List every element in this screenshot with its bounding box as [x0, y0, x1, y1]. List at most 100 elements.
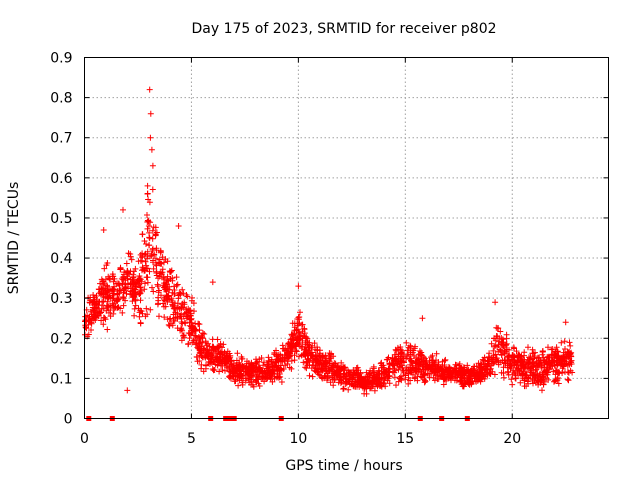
data-point	[165, 278, 172, 284]
data-point	[178, 304, 184, 311]
data-point	[164, 296, 171, 303]
data-point	[503, 331, 510, 338]
data-point	[385, 369, 392, 376]
data-point	[178, 326, 185, 333]
data-point	[196, 340, 203, 347]
data-point	[486, 370, 493, 377]
data-point	[106, 309, 112, 316]
data-point	[395, 353, 402, 360]
data-point	[224, 364, 230, 371]
data-point	[337, 380, 344, 387]
data-point	[268, 370, 275, 376]
data-point	[146, 86, 153, 93]
data-point	[382, 375, 389, 382]
data-point	[523, 372, 530, 379]
data-point	[503, 340, 510, 347]
data-point	[316, 366, 322, 373]
data-point	[551, 359, 558, 366]
y-axis-label: SRMTID / TECUs	[6, 182, 22, 295]
data-point	[164, 273, 171, 280]
data-point	[561, 338, 568, 345]
data-point	[405, 380, 412, 387]
data-point	[265, 369, 272, 376]
data-point	[144, 190, 151, 197]
data-point	[347, 369, 354, 376]
data-point	[345, 386, 352, 393]
data-point	[275, 365, 282, 372]
plot-frame	[84, 57, 609, 419]
data-point	[299, 328, 306, 335]
data-point	[258, 355, 265, 361]
data-point	[150, 265, 157, 272]
data-point	[370, 363, 377, 370]
data-point	[215, 344, 221, 351]
data-point	[110, 286, 117, 293]
data-point	[470, 366, 477, 373]
data-point	[293, 348, 300, 355]
data-point	[144, 265, 151, 272]
data-point	[91, 314, 98, 321]
data-point	[173, 282, 180, 289]
data-point	[323, 368, 330, 375]
data-point	[117, 305, 124, 312]
data-point	[180, 313, 187, 320]
data-point	[567, 358, 574, 365]
data-point	[177, 290, 184, 297]
data-point	[429, 367, 436, 374]
data-point	[119, 294, 126, 300]
data-point	[155, 289, 162, 296]
data-point	[150, 224, 157, 231]
data-point	[203, 362, 209, 369]
data-point	[200, 347, 207, 354]
data-point	[400, 369, 407, 376]
data-point	[171, 283, 177, 290]
data-point	[121, 269, 128, 276]
data-point	[295, 326, 301, 333]
data-point	[144, 182, 151, 189]
data-point	[504, 353, 511, 360]
data-point	[147, 134, 154, 141]
data-point	[477, 360, 484, 367]
data-point	[471, 375, 478, 382]
data-point	[555, 380, 562, 387]
x-tick-labels: 0 5 10 15 20	[80, 431, 521, 447]
data-point	[222, 360, 229, 367]
x-tick-label: 5	[187, 431, 196, 447]
data-point	[165, 292, 172, 299]
data-point	[195, 320, 202, 327]
data-point	[434, 369, 441, 376]
data-point	[130, 274, 137, 281]
data-point	[104, 282, 110, 289]
data-point	[493, 358, 500, 365]
data-point	[476, 368, 483, 375]
data-point	[539, 374, 546, 381]
data-point	[235, 382, 242, 389]
data-point	[128, 256, 135, 263]
data-point	[389, 368, 396, 375]
data-point	[330, 382, 337, 389]
data-point	[132, 302, 139, 309]
data-point	[540, 357, 547, 363]
data-point	[541, 378, 548, 385]
data-point	[124, 387, 131, 394]
data-point	[433, 350, 440, 357]
data-point	[232, 376, 239, 383]
data-point	[512, 375, 519, 382]
data-point	[245, 368, 252, 375]
data-point	[122, 277, 129, 284]
data-point	[284, 361, 291, 367]
data-point	[240, 375, 247, 382]
data-point	[135, 258, 142, 265]
data-point	[365, 381, 372, 388]
data-point	[130, 280, 137, 287]
data-point	[139, 254, 146, 261]
data-point	[356, 377, 362, 384]
data-point	[312, 352, 319, 359]
data-point	[138, 278, 145, 285]
data-point	[509, 381, 516, 388]
data-point	[145, 223, 152, 229]
y-tick-label: 0.9	[50, 51, 72, 67]
data-point	[464, 368, 471, 375]
data-point	[303, 365, 310, 372]
